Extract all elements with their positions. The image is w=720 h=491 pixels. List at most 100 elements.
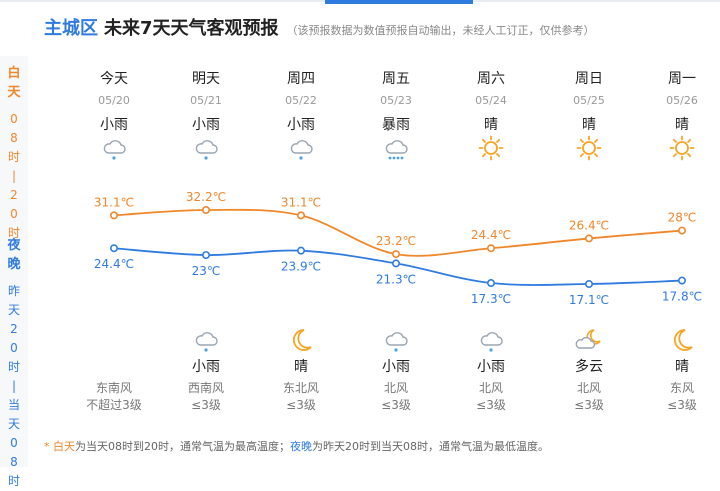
day-weather-icon <box>451 134 531 166</box>
day-weather-text: 晴 <box>484 117 498 133</box>
moon-icon <box>673 329 693 351</box>
moon-icon <box>292 329 312 351</box>
day-weather-text: 小雨 <box>100 117 128 133</box>
day-weather-text: 暴雨 <box>382 117 410 133</box>
day-period-label: 白天 0 8 时 | 2 0 时 <box>7 66 21 240</box>
night-weather-icon <box>451 326 531 358</box>
night-weather-icon <box>166 326 246 358</box>
day-name: 周一 <box>668 71 696 87</box>
footnote: * 白天为当天08时到20时，通常气温为最高温度；夜晚为昨天20时到当天08时，… <box>44 438 549 454</box>
day-weather-text: 小雨 <box>287 117 315 133</box>
low-temp-point <box>391 259 400 268</box>
wind-info: 东北风 ≤3级 <box>261 380 341 414</box>
disclaimer-note: （该预报数据为数值预报自动输出，未经人工订正，仅供参考） <box>286 24 595 37</box>
sun-icon <box>576 135 602 161</box>
day-name: 周日 <box>575 71 603 87</box>
light-rain-icon <box>385 332 408 352</box>
wind-direction: 东风 <box>669 381 694 395</box>
low-temp-point <box>296 246 305 255</box>
wind-direction: 北风 <box>383 381 408 395</box>
wind-level: ≤3级 <box>191 398 221 412</box>
high-temp-point <box>486 244 495 253</box>
night-weather-text: 晴 <box>675 359 689 375</box>
high-temp-label: 28℃ <box>668 211 697 225</box>
light-rain-icon <box>480 332 503 352</box>
heavy-rain-icon <box>385 140 408 160</box>
day-weather-icon <box>549 134 629 166</box>
day-date: 05/24 <box>475 94 507 107</box>
day-weather-icon <box>166 134 246 166</box>
high-temp-label: 24.4℃ <box>471 228 511 242</box>
wind-level: ≤3级 <box>286 398 316 412</box>
footnote-night-desc: 为昨天20时到当天08时，通常气温为最低温度。 <box>312 440 549 453</box>
day-weather-icon <box>356 134 436 166</box>
night-weather-text: 小雨 <box>382 359 410 375</box>
day-date: 05/25 <box>573 94 605 107</box>
district-name: 主城区 <box>44 18 98 39</box>
day-name: 周四 <box>287 71 315 87</box>
footnote-day-desc: 为当天08时到20时，通常气温为最高温度； <box>75 440 290 453</box>
low-temp-point <box>202 251 211 260</box>
day-date: 05/20 <box>98 94 130 107</box>
wind-info: 北风 ≤3级 <box>549 380 629 414</box>
wind-info: 北风 ≤3级 <box>451 380 531 414</box>
temperature-chart: 31.1℃ 32.2℃ 31.1℃ 23.2℃ 24.4℃ 26.4℃ 28℃ 24.4℃ 23… <box>94 190 702 307</box>
low-temp-point <box>110 244 119 253</box>
sun-icon <box>669 135 695 161</box>
day-name: 周五 <box>382 71 410 87</box>
night-weather-icon <box>549 326 629 358</box>
day-weather-icon <box>642 134 720 166</box>
wind-direction: 北风 <box>478 381 503 395</box>
day-weather-icon <box>261 134 341 166</box>
high-temp-point <box>110 211 119 220</box>
low-temp-point <box>584 279 593 288</box>
high-temp-label: 31.1℃ <box>281 195 321 209</box>
day-weather-text: 小雨 <box>192 117 220 133</box>
low-temp-label: 21.3℃ <box>376 272 416 286</box>
side-label-column <box>0 56 28 467</box>
wind-info: 东风 ≤3级 <box>642 380 720 414</box>
wind-level: ≤3级 <box>574 398 604 412</box>
wind-direction: 东南风 <box>95 381 132 395</box>
low-temp-label: 23℃ <box>192 264 221 278</box>
high-temp-point <box>391 250 400 259</box>
footnote-day-word: * 白天 <box>44 440 75 453</box>
night-weather-icon <box>356 326 436 358</box>
day-date: 05/22 <box>285 94 317 107</box>
high-temp-point <box>584 234 593 243</box>
low-temp-label: 24.4℃ <box>94 257 134 271</box>
forecast-title: 未来7天天气客观预报 <box>104 18 279 39</box>
active-tab-indicator <box>325 0 473 4</box>
day-name: 明天 <box>192 71 220 87</box>
wind-level: ≤3级 <box>667 398 697 412</box>
wind-level: ≤3级 <box>381 398 411 412</box>
low-temp-label: 17.3℃ <box>471 292 511 306</box>
day-weather-icon <box>74 134 154 166</box>
low-temp-label: 17.1℃ <box>569 293 609 307</box>
low-temp-point <box>677 276 686 285</box>
day-name: 今天 <box>100 71 128 87</box>
high-temp-label: 31.1℃ <box>94 195 134 209</box>
high-temp-point <box>202 206 211 215</box>
low-temp-label: 23.9℃ <box>281 260 321 274</box>
wind-level: ≤3级 <box>476 398 506 412</box>
high-temp-point <box>677 226 686 235</box>
wind-direction: 北风 <box>576 381 601 395</box>
light-rain-icon <box>195 332 218 352</box>
wind-direction: 东北风 <box>282 381 319 395</box>
night-weather-text: 小雨 <box>192 359 220 375</box>
partly-cloudy-night-icon <box>575 329 601 349</box>
wind-direction: 西南风 <box>187 381 224 395</box>
day-date: 05/21 <box>190 94 222 107</box>
high-temp-label: 23.2℃ <box>376 234 416 248</box>
night-weather-icon <box>642 326 720 358</box>
low-temp-point <box>486 279 495 288</box>
night-weather-text: 多云 <box>575 359 603 375</box>
night-weather-text: 小雨 <box>477 359 505 375</box>
high-temp-label: 32.2℃ <box>186 190 226 204</box>
sun-icon <box>478 135 504 161</box>
high-temp-line <box>113 208 683 257</box>
day-name: 周六 <box>477 71 505 87</box>
night-weather-text: 晴 <box>294 359 308 375</box>
high-temp-label: 26.4℃ <box>569 218 609 232</box>
